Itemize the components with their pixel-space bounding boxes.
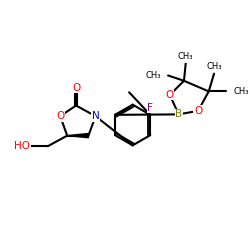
Text: O: O (72, 83, 80, 93)
Text: O: O (194, 106, 202, 116)
Text: CH₃: CH₃ (146, 71, 161, 80)
Text: B: B (175, 110, 182, 120)
Polygon shape (67, 134, 88, 138)
Text: N: N (92, 111, 100, 121)
Text: F: F (147, 103, 153, 113)
Text: CH₃: CH₃ (234, 87, 249, 96)
Text: CH₃: CH₃ (206, 62, 222, 71)
Text: O: O (166, 90, 174, 100)
Text: O: O (56, 111, 64, 121)
Text: HO: HO (14, 141, 30, 151)
Text: CH₃: CH₃ (178, 52, 194, 60)
